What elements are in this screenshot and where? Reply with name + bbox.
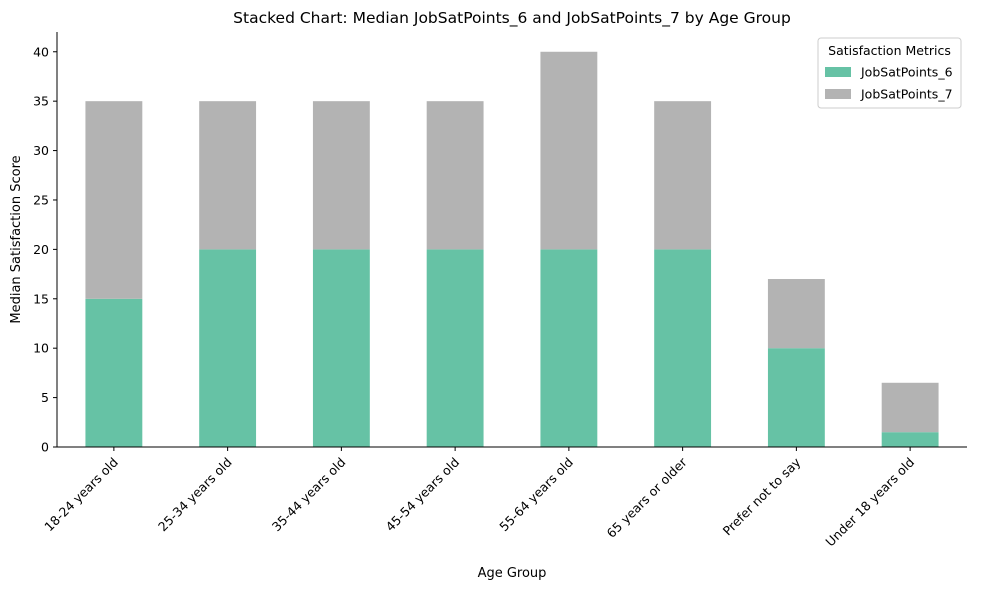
x-tick-label: 25-34 years old [155,455,235,535]
bar-JobSatPoints_6-7 [881,432,939,447]
legend-box [817,37,962,109]
bar-JobSatPoints_6-2 [312,249,370,447]
y-tick-label: 5 [41,390,49,405]
x-tick-label: 55-64 years old [496,455,576,535]
legend-label-JobSatPoints_7: JobSatPoints_7 [860,87,953,102]
bar-JobSatPoints_6-1 [199,249,257,447]
chart-title: Stacked Chart: Median JobSatPoints_6 and… [233,9,791,28]
legend: Satisfaction Metrics JobSatPoints_6JobSa… [817,37,962,109]
y-tick-label: 40 [33,44,49,59]
x-ticks-group: 18-24 years old 25-34 years old 35-44 year… [41,447,917,549]
x-tick-label: 65 years or older [604,454,691,541]
legend-title: Satisfaction Metrics [828,43,951,58]
y-tick-label: 0 [41,440,49,455]
legend-swatch-JobSatPoints_6 [825,67,851,77]
bar-JobSatPoints_6-5 [654,249,712,447]
bar-JobSatPoints_7-2 [312,101,370,250]
y-tick-label: 25 [33,192,49,207]
bars-group [85,51,939,447]
bar-JobSatPoints_7-4 [540,51,598,250]
y-tick-label: 15 [33,291,49,306]
y-tick-label: 20 [33,242,49,257]
y-axis-label: Median Satisfaction Score [9,155,24,323]
bar-JobSatPoints_6-4 [540,249,598,447]
bar-JobSatPoints_6-3 [426,249,484,447]
y-tick-label: 30 [33,143,49,158]
bar-JobSatPoints_6-6 [767,348,825,447]
bar-JobSatPoints_7-0 [85,101,143,299]
x-tick-label: 35-44 years old [269,455,349,535]
y-ticks-group: 0 5 10 15 20 25 30 35 40 [33,44,57,455]
x-tick-label: 45-54 years old [383,455,463,535]
bar-JobSatPoints_7-7 [881,382,939,433]
bar-JobSatPoints_7-6 [767,279,825,349]
legend-swatch-JobSatPoints_7 [825,89,851,99]
x-axis-label: Age Group [478,566,547,581]
bar-JobSatPoints_7-5 [654,101,712,250]
x-tick-label: Under 18 years old [822,455,917,550]
legend-items: JobSatPoints_6 JobSatPoints_7 [825,65,953,102]
x-tick-label: 18-24 years old [41,455,121,535]
y-tick-label: 35 [33,94,49,109]
y-tick-label: 10 [33,341,49,356]
x-tick-label: Prefer not to say [720,454,804,538]
bar-JobSatPoints_6-0 [85,298,143,447]
bar-JobSatPoints_7-1 [199,101,257,250]
legend-label-JobSatPoints_6: JobSatPoints_6 [860,65,953,80]
bar-JobSatPoints_7-3 [426,101,484,250]
